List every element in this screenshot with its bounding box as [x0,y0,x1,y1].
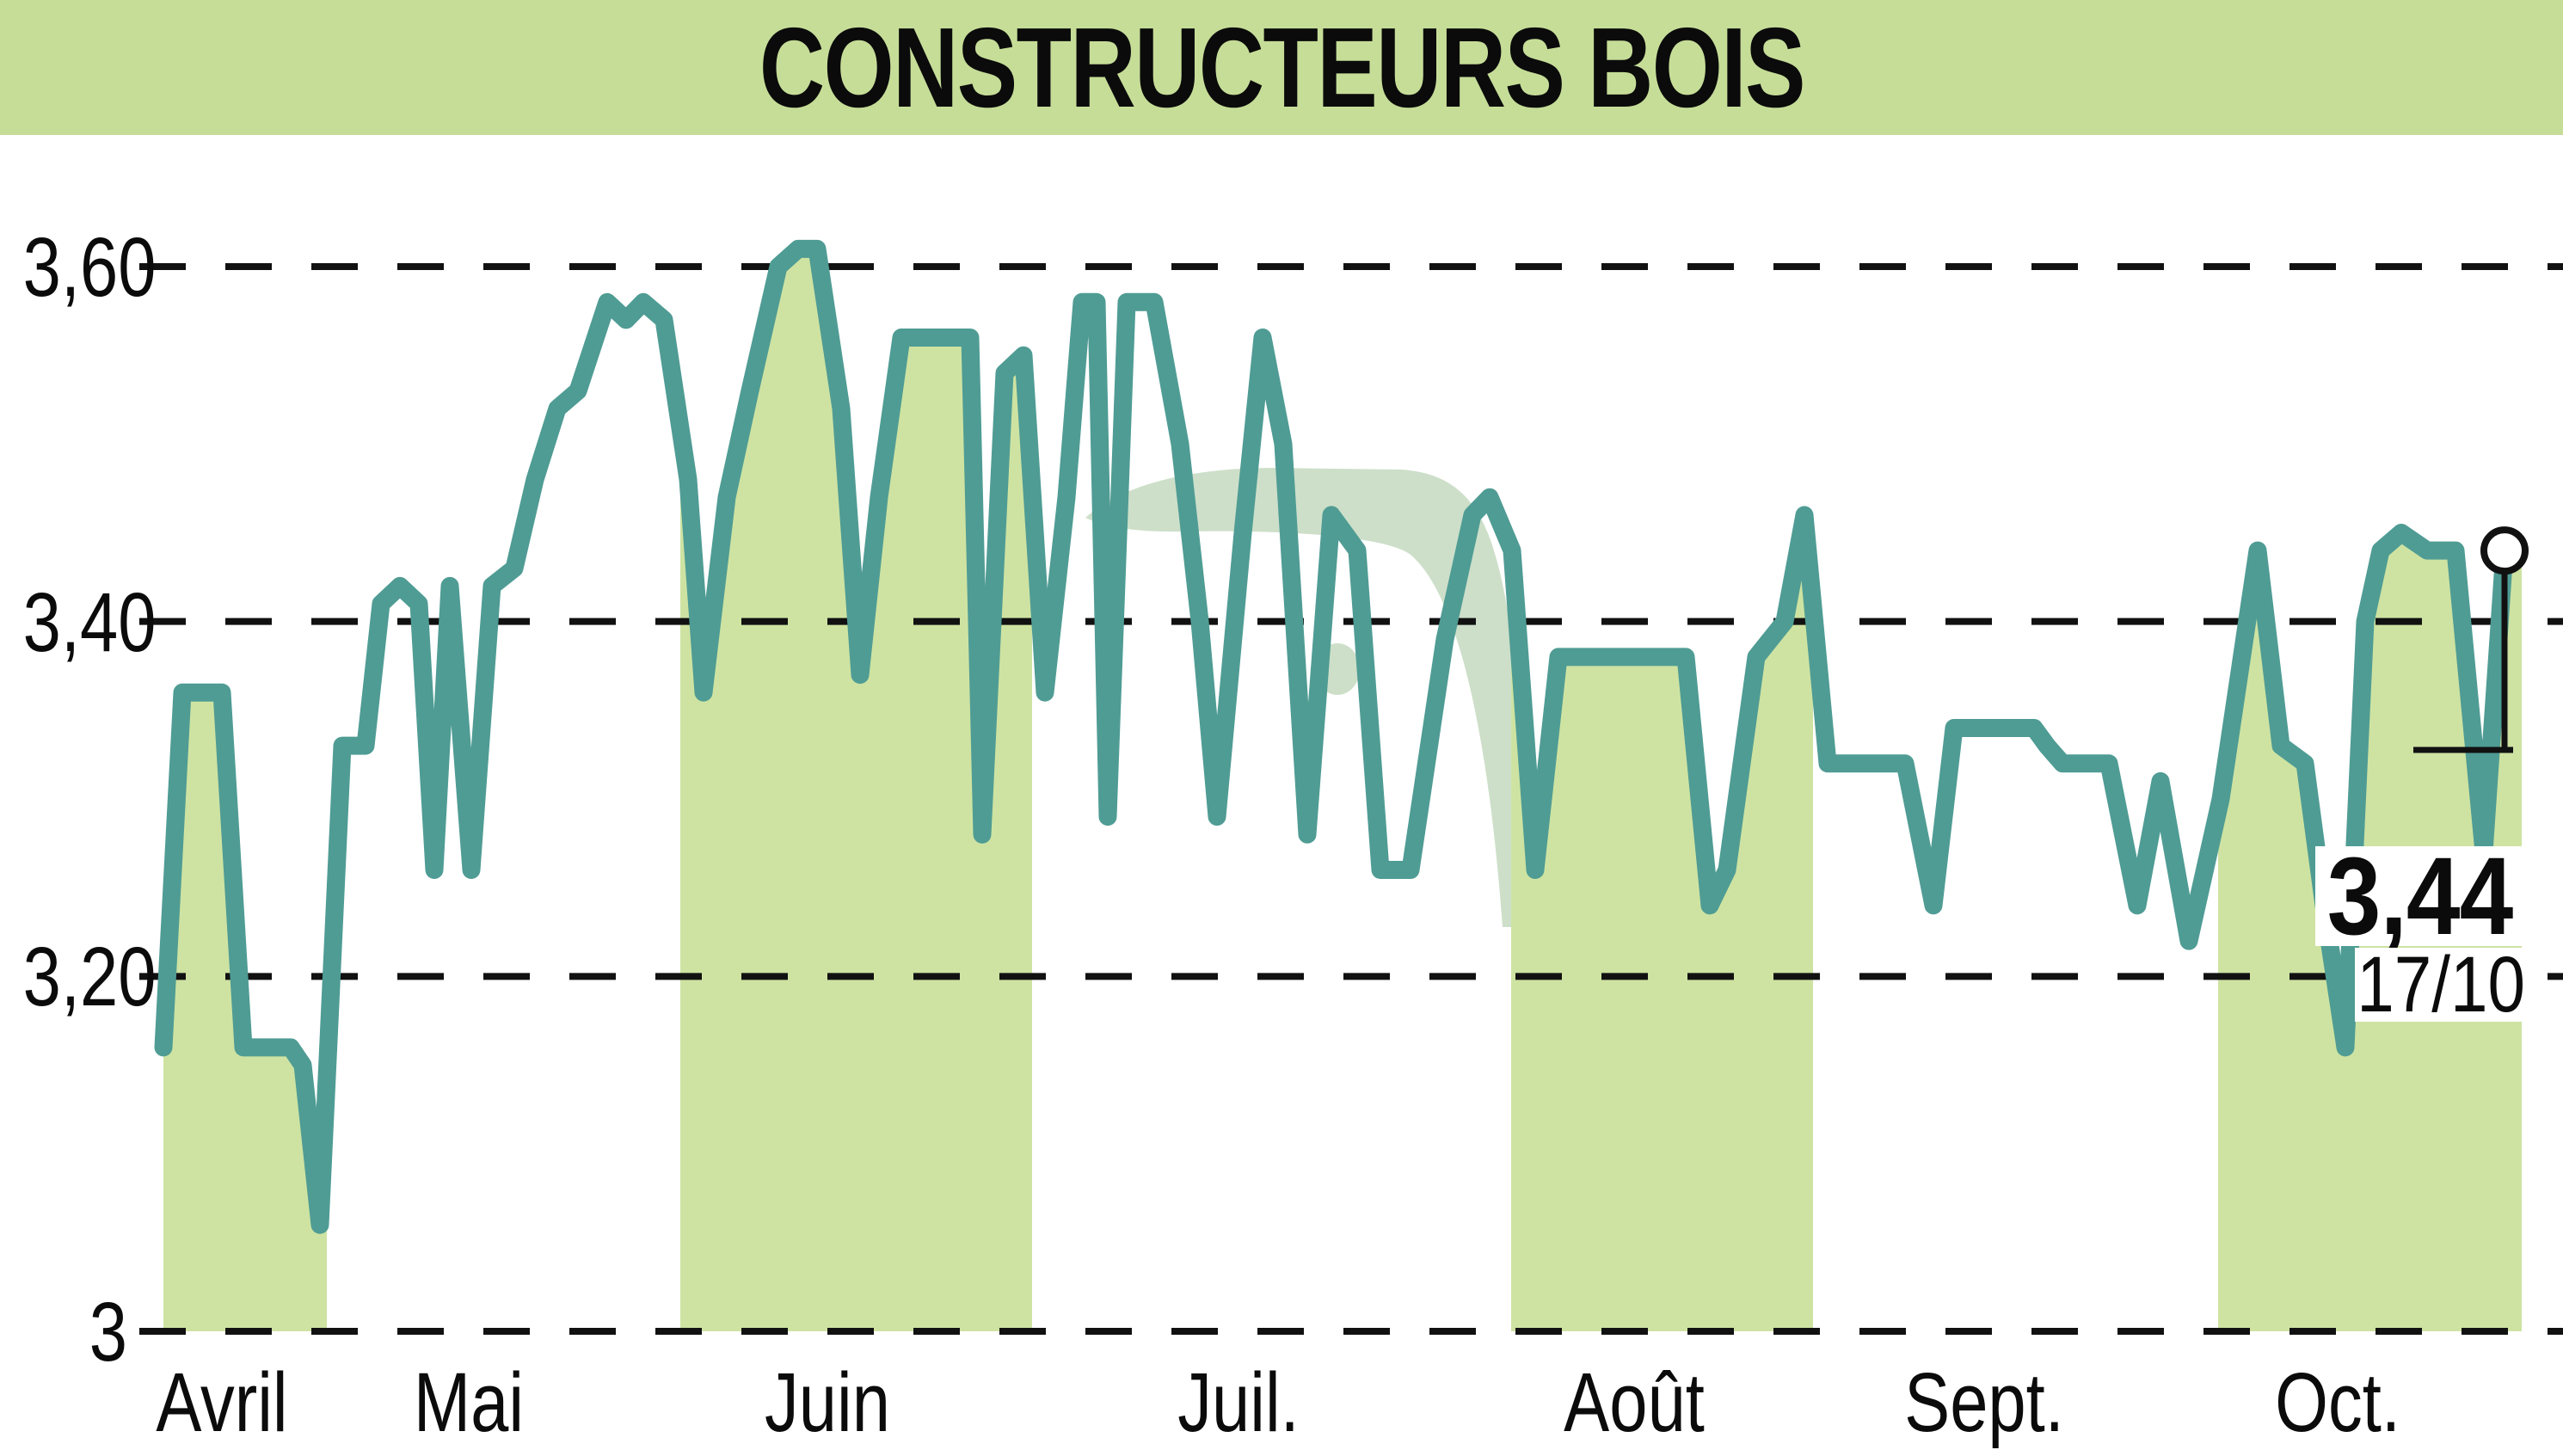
gridlines [139,263,2563,1335]
y-tick-label-3,20: 3,20 [22,930,157,1024]
y-tick-label-3: 3 [89,1285,127,1379]
month-label-Juil.: Juil. [1177,1355,1300,1449]
month-label-Mai: Mai [413,1355,525,1449]
month-label-Avril: Avril [156,1355,288,1449]
month-label-Oct.: Oct. [2275,1355,2400,1449]
y-tick-label-3,40: 3,40 [22,574,157,669]
price-line [154,239,2514,1234]
month-band-Avril [163,692,327,1331]
chart-title: CONSTRUCTEURS BOIS [759,4,1806,131]
watermark-swoosh [1085,468,1523,927]
month-label-Août: Août [1564,1355,1705,1449]
last-price-label: 3,44 [2327,834,2514,958]
month-band-Juin [680,249,1032,1331]
month-label-Juin: Juin [765,1355,890,1449]
last-date-label: 17/10 [2357,940,2525,1029]
last-price-box: 3,44 [2315,835,2525,958]
month-label-Sept.: Sept. [1904,1355,2064,1449]
last-point-marker-circle [2480,526,2529,575]
month-band-Août [1511,514,1813,1331]
title-bar: CONSTRUCTEURS BOIS [0,0,2563,135]
annotation-leader-line [2413,571,2513,753]
last-date-box: 17/10 [2355,941,2527,1029]
y-tick-label-3,60: 3,60 [22,220,157,314]
